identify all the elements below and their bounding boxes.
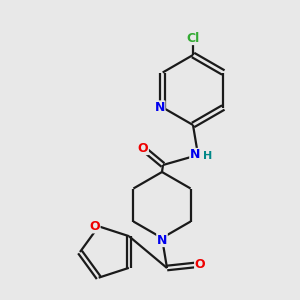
Text: O: O bbox=[195, 257, 205, 271]
Text: O: O bbox=[138, 142, 148, 154]
Text: N: N bbox=[154, 101, 165, 114]
Text: N: N bbox=[157, 233, 167, 247]
Text: O: O bbox=[89, 220, 100, 233]
Text: Cl: Cl bbox=[186, 32, 200, 44]
Text: N: N bbox=[190, 148, 200, 161]
Text: H: H bbox=[203, 151, 213, 161]
